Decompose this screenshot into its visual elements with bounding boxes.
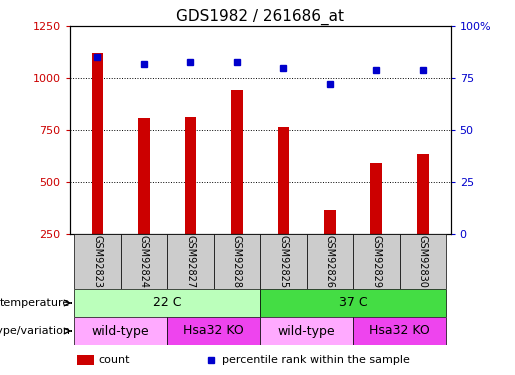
Bar (260, 289, 446, 317)
Title: GDS1982 / 261686_at: GDS1982 / 261686_at (176, 9, 344, 25)
Bar (74, 289, 260, 317)
Bar (231, 90, 243, 234)
Text: GSM92830: GSM92830 (418, 235, 428, 288)
Text: GSM92826: GSM92826 (325, 235, 335, 288)
Text: temperature: temperature (0, 298, 71, 308)
Bar (74, 317, 167, 345)
Bar (260, 234, 306, 289)
Text: 37 C: 37 C (339, 297, 367, 309)
Bar (324, 210, 336, 234)
Text: GSM92828: GSM92828 (232, 235, 242, 288)
Bar (184, 117, 196, 234)
Bar (353, 234, 400, 289)
Bar (400, 234, 446, 289)
Bar (370, 164, 382, 234)
Bar (278, 127, 289, 234)
Text: GSM92827: GSM92827 (185, 235, 195, 288)
Bar (167, 234, 214, 289)
Text: wild-type: wild-type (92, 324, 149, 338)
Bar (260, 317, 353, 345)
Bar (77, 355, 94, 365)
Bar (74, 234, 121, 289)
Text: GSM92825: GSM92825 (278, 235, 288, 288)
Text: GSM92824: GSM92824 (139, 235, 149, 288)
Bar (121, 234, 167, 289)
Text: GSM92829: GSM92829 (371, 235, 381, 288)
Bar (92, 53, 103, 234)
Text: genotype/variation: genotype/variation (0, 326, 71, 336)
Text: count: count (98, 355, 130, 365)
Text: GSM92823: GSM92823 (92, 235, 102, 288)
Bar (417, 154, 428, 234)
Bar (353, 317, 446, 345)
Text: Hsa32 KO: Hsa32 KO (369, 324, 430, 338)
Bar (214, 234, 260, 289)
Text: 22 C: 22 C (153, 297, 181, 309)
Bar (138, 118, 150, 234)
Text: percentile rank within the sample: percentile rank within the sample (222, 355, 410, 365)
Text: wild-type: wild-type (278, 324, 335, 338)
Text: Hsa32 KO: Hsa32 KO (183, 324, 244, 338)
Bar (167, 317, 260, 345)
Bar (306, 234, 353, 289)
